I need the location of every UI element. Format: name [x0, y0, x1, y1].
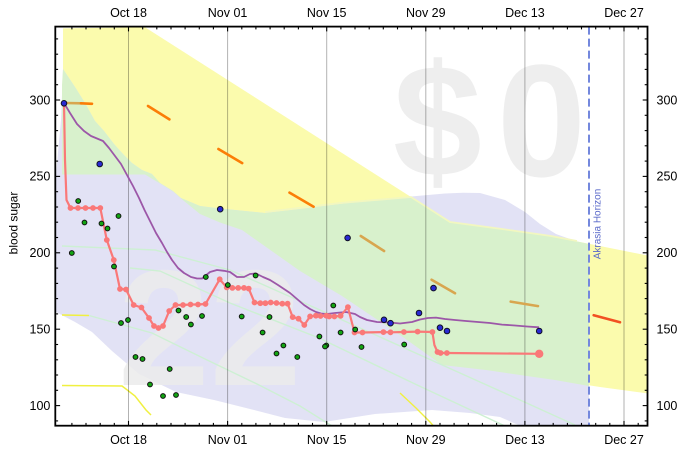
svg-text:Akrasia Horizon: Akrasia Horizon: [593, 189, 604, 260]
svg-text:100: 100: [30, 399, 51, 413]
svg-text:Nov 01: Nov 01: [208, 6, 248, 20]
svg-text:$0: $0: [393, 31, 601, 210]
svg-text:250: 250: [657, 170, 678, 184]
svg-text:Nov 15: Nov 15: [307, 6, 347, 20]
svg-text:200: 200: [657, 246, 678, 260]
svg-text:150: 150: [657, 323, 678, 337]
svg-text:blood sugar: blood sugar: [7, 192, 21, 255]
svg-text:150: 150: [30, 323, 51, 337]
svg-text:Oct 18: Oct 18: [110, 6, 147, 20]
svg-text:Dec 13: Dec 13: [505, 6, 545, 20]
svg-text:300: 300: [657, 93, 678, 107]
svg-text:200: 200: [30, 246, 51, 260]
svg-text:Nov 29: Nov 29: [406, 433, 446, 447]
svg-text:Dec 13: Dec 13: [505, 433, 545, 447]
svg-text:Nov 01: Nov 01: [208, 433, 248, 447]
svg-text:Nov 15: Nov 15: [307, 433, 347, 447]
svg-text:100: 100: [657, 399, 678, 413]
svg-text:22: 22: [118, 236, 302, 420]
svg-text:250: 250: [30, 170, 51, 184]
svg-text:Nov 29: Nov 29: [406, 6, 446, 20]
svg-text:Dec 27: Dec 27: [604, 433, 644, 447]
svg-text:Oct 18: Oct 18: [110, 433, 147, 447]
svg-text:Dec 27: Dec 27: [604, 6, 644, 20]
svg-text:300: 300: [30, 93, 51, 107]
